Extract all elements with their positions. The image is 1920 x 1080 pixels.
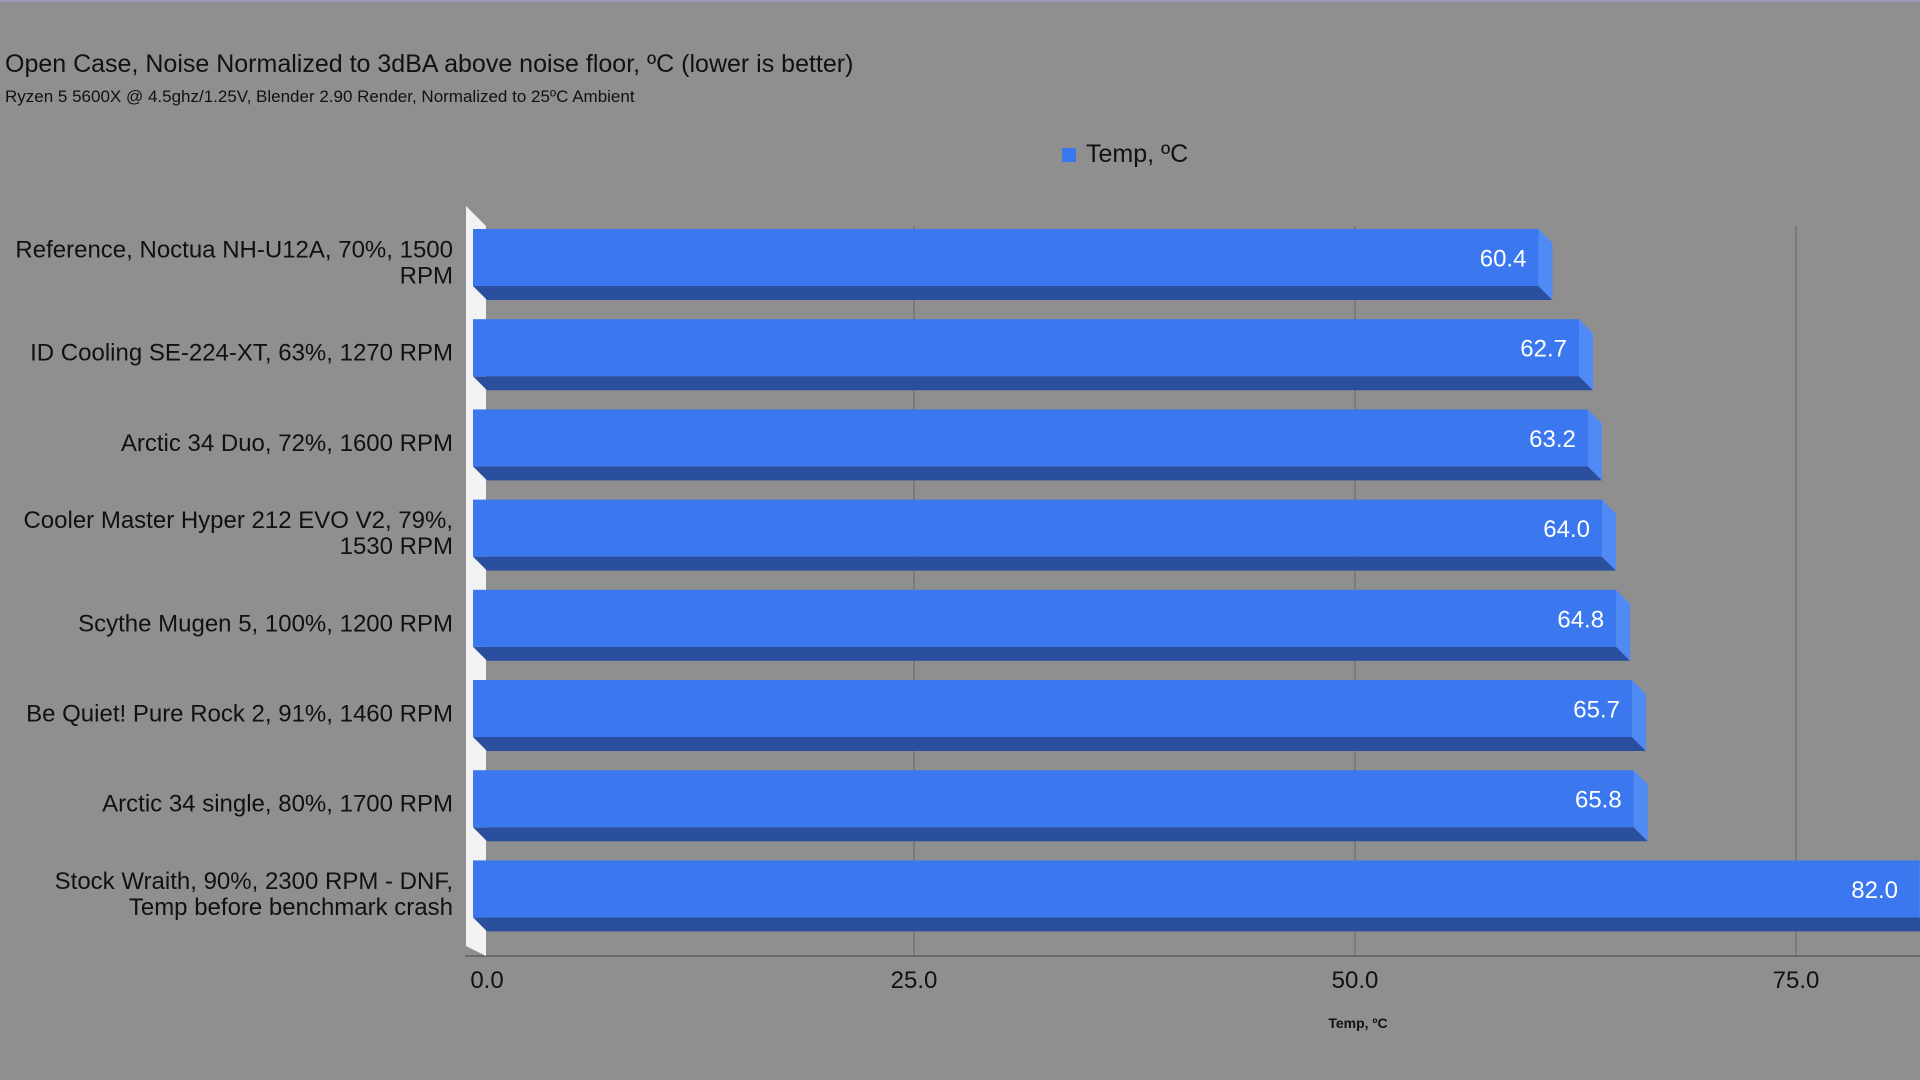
bar-value-label: 63.2 [1529, 426, 1576, 453]
axis-wall [466, 206, 486, 956]
category-labels: Reference, Noctua NH-U12A, 70%, 1500 RPM I… [15, 237, 453, 921]
bar-front-face [473, 589, 1617, 647]
bar-value-label: 65.8 [1575, 787, 1622, 814]
bar-side-face [1601, 499, 1616, 571]
bar-4: 64.8 [473, 589, 1631, 661]
chart-title: Open Case, Noise Normalized to 3dBA abov… [5, 50, 854, 78]
bar-bottom-face [473, 827, 1648, 842]
bar-value-label: 82.0 [1851, 877, 1898, 904]
bar-front-face [473, 680, 1632, 737]
legend-label: Temp, ºC [1086, 140, 1189, 168]
bar-bottom-face [473, 556, 1616, 571]
chart-subtitle: Ryzen 5 5600X @ 4.5ghz/1.25V, Blender 2.… [5, 87, 635, 106]
x-axis-title: Temp, ºC [1328, 1015, 1387, 1031]
bar-front-face [473, 770, 1634, 828]
x-axis-ticks: 0.0 25.0 50.0 75.0 [470, 967, 1819, 994]
category-label-4: Scythe Mugen 5, 100%, 1200 RPM [78, 610, 453, 637]
x-tick-label-2: 50.0 [1332, 967, 1379, 994]
bar-0: 60.4 [473, 229, 1553, 300]
top-border [0, 0, 1920, 2]
bar-front-face [473, 409, 1588, 467]
bar-2: 63.2 [473, 409, 1602, 481]
bar-bottom-face [473, 286, 1553, 300]
bar-5: 65.7 [473, 680, 1646, 751]
category-label-5: Be Quiet! Pure Rock 2, 91%, 1460 RPM [26, 701, 453, 728]
category-label-7: Stock Wraith, 90%, 2300 RPM - DNF, Temp b… [55, 868, 453, 921]
bar-front-face [473, 229, 1539, 286]
bar-side-face [1538, 229, 1553, 300]
bar-front-face [473, 499, 1602, 557]
category-label-6: Arctic 34 single, 80%, 1700 RPM [102, 791, 453, 818]
bar-side-face [1631, 680, 1646, 751]
bars: 60.4 62.7 63.2 64.0 64.8 65.7 65.8 82.0 [473, 229, 1920, 932]
axis-wall-face [466, 206, 486, 956]
bar-front-face [473, 860, 1920, 918]
bar-side-face [1579, 319, 1594, 391]
category-label-1: ID Cooling SE-224-XT, 63%, 1270 RPM [30, 340, 453, 367]
bar-6: 65.8 [473, 770, 1648, 842]
bar-7: 82.0 [473, 860, 1920, 932]
category-label-3: Cooler Master Hyper 212 EVO V2, 79%, 1530… [23, 507, 453, 560]
bar-bottom-face [473, 646, 1631, 661]
bar-1: 62.7 [473, 319, 1594, 391]
bar-value-label: 62.7 [1520, 336, 1567, 363]
bar-3: 64.0 [473, 499, 1616, 571]
bar-bottom-face [473, 917, 1920, 932]
bar-side-face [1587, 409, 1602, 481]
x-tick-label-3: 75.0 [1773, 967, 1820, 994]
bar-bottom-face [473, 737, 1646, 751]
x-tick-label-1: 25.0 [891, 967, 938, 994]
bar-bottom-face [473, 466, 1602, 481]
bar-side-face [1616, 589, 1631, 661]
legend-swatch [1062, 147, 1076, 162]
bar-value-label: 64.8 [1557, 606, 1604, 633]
bar-side-face [1633, 770, 1648, 842]
bar-bottom-face [473, 376, 1594, 391]
bar-front-face [473, 319, 1580, 377]
bar-value-label: 64.0 [1543, 516, 1590, 543]
category-label-2: Arctic 34 Duo, 72%, 1600 RPM [121, 430, 453, 457]
x-tick-label-0: 0.0 [470, 967, 503, 994]
category-label-0: Reference, Noctua NH-U12A, 70%, 1500 RPM [15, 237, 453, 290]
legend: Temp, ºC [1062, 140, 1188, 169]
bar-value-label: 60.4 [1480, 246, 1527, 273]
bar-value-label: 65.7 [1573, 697, 1620, 724]
